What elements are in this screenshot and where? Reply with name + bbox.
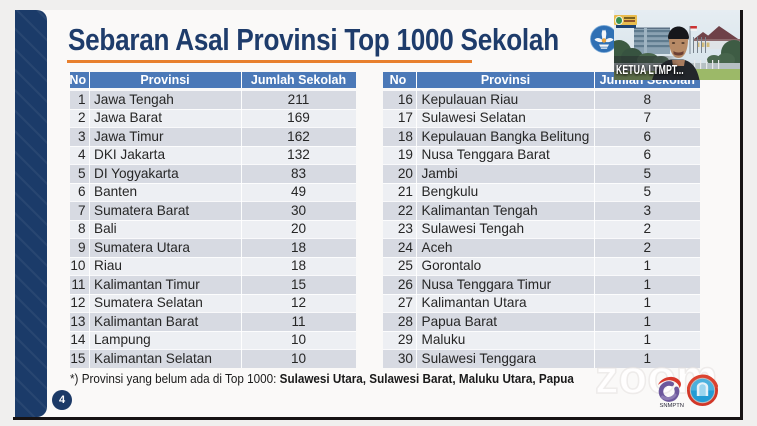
svg-text:I IIIII: I IIIII xyxy=(698,43,710,49)
svg-text:SNMPTN: SNMPTN xyxy=(660,403,684,409)
